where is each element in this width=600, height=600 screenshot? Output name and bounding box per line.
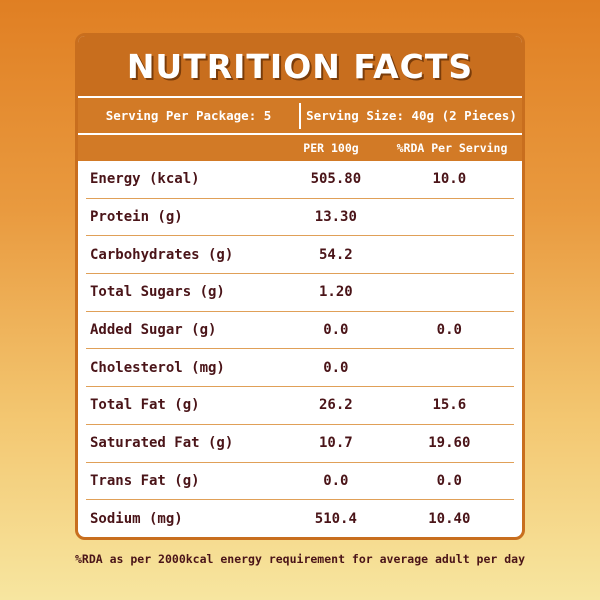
column-header: PER 100g %RDA Per Serving (78, 133, 522, 161)
table-row: Saturated Fat (g) 10.7 19.60 (86, 425, 514, 463)
rda-value: 10.0 (432, 171, 467, 188)
rda-footnote: %RDA as per 2000kcal energy requirement … (74, 552, 526, 566)
nutrient-name: Cholesterol (mg) (90, 359, 225, 376)
table-row: Energy (kcal) 505.80 10.0 (86, 161, 514, 199)
per100-value: 510.4 (314, 510, 357, 527)
per100-value: 1.20 (318, 284, 353, 301)
nutrient-name: Carbohydrates (g) (90, 246, 234, 263)
table-row: Trans Fat (g) 0.0 0.0 (86, 463, 514, 501)
column-header-rda: %RDA Per Serving (396, 141, 508, 155)
nutrient-name: Total Fat (g) (90, 397, 200, 414)
table-row: Sodium (mg) 510.4 10.40 (86, 500, 514, 537)
nutrient-name: Trans Fat (g) (90, 472, 200, 489)
per100-value: 0.0 (323, 472, 349, 489)
column-header-per100: PER 100g (303, 141, 359, 155)
table-row: Cholesterol (mg) 0.0 (86, 349, 514, 388)
serving-info-bar: Serving Per Package: 5 Serving Size: 40g… (78, 96, 522, 133)
per100-value: 13.30 (314, 209, 357, 226)
rda-value: 0.0 (436, 472, 462, 489)
nutrient-table: Energy (kcal) 505.80 10.0 Protein (g) 13… (78, 161, 522, 537)
rda-value: 15.6 (432, 397, 467, 414)
nutrient-name: Total Sugars (g) (90, 284, 225, 301)
per100-value: 10.7 (318, 435, 353, 452)
nutrition-card: NUTRITION FACTS Serving Per Package: 5 S… (75, 33, 525, 540)
rda-value: 0.0 (436, 322, 462, 339)
nutrient-name: Saturated Fat (g) (90, 435, 234, 452)
table-row: Protein (g) 13.30 (86, 199, 514, 237)
nutrient-name: Protein (g) (90, 209, 183, 226)
table-row: Total Fat (g) 26.2 15.6 (86, 387, 514, 425)
nutrient-name: Added Sugar (g) (90, 322, 217, 339)
table-row: Total Sugars (g) 1.20 (86, 274, 514, 312)
per100-value: 0.0 (323, 359, 349, 376)
per100-value: 26.2 (318, 397, 353, 414)
title-bar: NUTRITION FACTS (78, 36, 522, 96)
nutrient-name: Energy (kcal) (90, 171, 200, 188)
nutrient-name: Sodium (mg) (90, 510, 183, 527)
rda-value: 10.40 (428, 510, 471, 527)
serving-size: Serving Size: 40g (2 Pieces) (306, 108, 517, 123)
per100-value: 54.2 (318, 246, 353, 263)
rda-value: 19.60 (428, 435, 471, 452)
table-row: Carbohydrates (g) 54.2 (86, 236, 514, 275)
serving-divider (299, 102, 301, 129)
table-row: Added Sugar (g) 0.0 0.0 (86, 312, 514, 350)
per100-value: 505.80 (310, 171, 362, 188)
serving-per-package: Serving Per Package: 5 (105, 108, 272, 123)
nutrition-title: NUTRITION FACTS (126, 46, 474, 86)
per100-value: 0.0 (323, 322, 349, 339)
